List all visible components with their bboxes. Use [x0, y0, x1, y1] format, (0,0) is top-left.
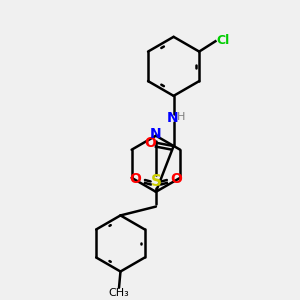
- Text: O: O: [171, 172, 182, 185]
- Text: O: O: [129, 172, 141, 185]
- Text: O: O: [144, 136, 156, 150]
- Text: CH₃: CH₃: [109, 288, 129, 298]
- Text: S: S: [150, 174, 161, 189]
- Text: H: H: [177, 112, 185, 122]
- Text: N: N: [150, 127, 162, 141]
- Text: N: N: [166, 111, 178, 125]
- Text: Cl: Cl: [216, 34, 230, 47]
